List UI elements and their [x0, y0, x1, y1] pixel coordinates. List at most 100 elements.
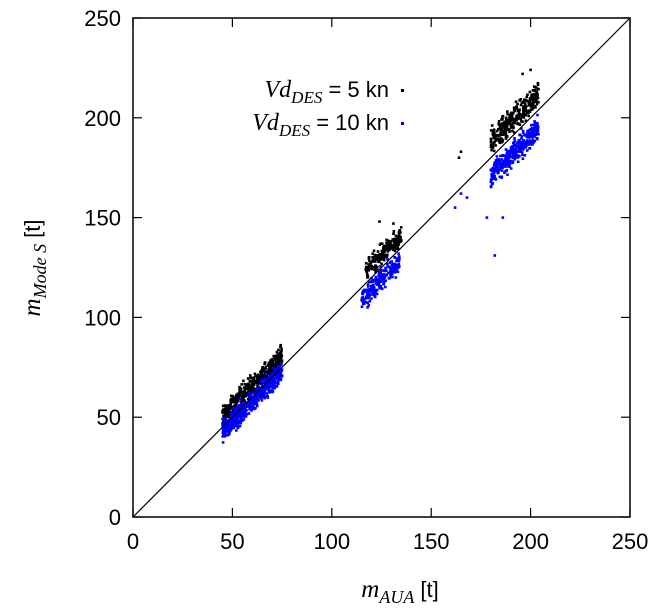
data-point-series-2	[522, 131, 525, 135]
data-point-series-2	[366, 292, 369, 296]
data-point-series-1	[512, 117, 516, 121]
data-point-series-1	[367, 268, 371, 272]
data-point-series-1	[252, 376, 256, 379]
data-point-series-1	[271, 360, 275, 364]
data-point-series-2	[221, 431, 225, 434]
data-point-series-2	[511, 148, 514, 151]
data-point-series-1	[524, 106, 527, 109]
data-point-series-1	[392, 222, 395, 225]
data-point-series-2	[381, 269, 384, 272]
data-point-series-1	[497, 127, 500, 131]
x-tick-label: 0	[127, 529, 139, 554]
data-point-series-1	[243, 388, 247, 391]
data-point-series-2	[272, 380, 275, 383]
data-point-series-1	[236, 398, 240, 402]
data-point-series-1	[510, 122, 513, 126]
data-point-series-2	[361, 300, 364, 303]
data-point-series-1	[506, 110, 509, 113]
data-point-series-2	[365, 290, 368, 293]
data-point-series-1	[255, 378, 259, 381]
data-point-series-1	[249, 374, 252, 377]
data-point-series-2	[238, 424, 242, 428]
data-point-series-1	[528, 90, 532, 94]
data-point-series-1	[377, 260, 381, 263]
data-point-series-2	[264, 372, 268, 375]
data-point-series-1	[531, 106, 534, 109]
data-point-series-2	[235, 409, 238, 413]
data-point-series-2	[528, 139, 532, 142]
data-point-series-2	[489, 179, 493, 182]
data-point-series-2	[530, 123, 533, 127]
data-point-series-2	[531, 143, 534, 146]
data-point-series-1	[535, 92, 539, 96]
data-point-series-1	[262, 373, 266, 377]
data-point-series-2	[377, 280, 380, 283]
data-point-series-1	[378, 243, 382, 246]
data-point-series-1	[276, 358, 280, 362]
data-point-series-2	[374, 281, 378, 284]
data-point-series-2	[534, 128, 537, 132]
data-point-series-1	[264, 367, 267, 370]
data-point-series-1	[364, 265, 368, 269]
data-point-series-2	[243, 414, 247, 418]
data-point-series-2	[222, 421, 225, 425]
data-point-series-2	[260, 399, 264, 402]
data-point-series-2	[532, 141, 535, 144]
data-point-series-2	[367, 290, 370, 294]
data-point-series-1	[512, 131, 516, 134]
data-point-series-2	[505, 152, 509, 156]
data-point-series-1	[512, 126, 515, 130]
data-point-series-1	[223, 410, 226, 413]
data-point-series-2	[510, 155, 513, 159]
data-point-series-1	[226, 404, 230, 407]
data-point-series-2	[367, 296, 371, 300]
data-point-series-2	[534, 133, 538, 136]
data-point-series-2	[506, 156, 509, 160]
data-point-series-2	[495, 155, 499, 158]
data-point-series-2	[272, 386, 275, 390]
data-point-series-2	[242, 418, 246, 421]
data-point-series-2	[379, 265, 382, 268]
data-point-series-1	[366, 276, 369, 279]
data-point-series-2	[504, 148, 508, 151]
data-point-series-2	[224, 432, 227, 435]
data-point-series-1	[275, 350, 279, 354]
data-point-series-2	[262, 387, 265, 390]
data-point-series-2	[489, 180, 493, 184]
data-point-series-2	[227, 430, 230, 433]
data-point-series-2	[513, 148, 516, 151]
data-point-series-2	[249, 394, 253, 397]
data-point-series-2	[381, 287, 384, 291]
data-point-series-2	[256, 404, 259, 408]
data-point-series-2	[505, 163, 508, 167]
data-point-series-2	[270, 388, 274, 392]
data-point-series-2	[264, 395, 268, 398]
data-point-series-2	[512, 154, 516, 157]
data-point-series-1	[279, 350, 282, 354]
data-point-series-1	[522, 105, 525, 108]
data-point-series-1	[397, 232, 401, 236]
data-point-series-1	[368, 263, 371, 266]
data-point-series-1	[398, 240, 401, 244]
data-point-series-2	[505, 159, 508, 162]
data-point-series-2	[221, 435, 224, 438]
data-point-series-2	[520, 135, 524, 138]
data-point-series-1	[459, 150, 463, 153]
data-point-series-1	[251, 382, 254, 385]
data-point-series-1	[512, 125, 515, 128]
data-point-series-2	[501, 159, 505, 163]
data-point-series-2	[509, 146, 513, 149]
data-point-series-1	[525, 104, 528, 108]
data-point-series-2	[365, 288, 368, 292]
data-point-series-2	[395, 259, 398, 263]
data-point-series-2	[508, 162, 512, 165]
legend-marker-series-2	[401, 122, 404, 125]
data-point-series-2	[525, 149, 529, 152]
data-point-series-2	[521, 157, 525, 160]
data-point-series-1	[367, 256, 371, 259]
data-point-series-1	[222, 408, 225, 411]
data-point-series-2	[366, 285, 370, 288]
data-point-series-2	[227, 424, 231, 427]
data-point-series-2	[234, 424, 237, 428]
data-point-series-2	[276, 380, 280, 384]
